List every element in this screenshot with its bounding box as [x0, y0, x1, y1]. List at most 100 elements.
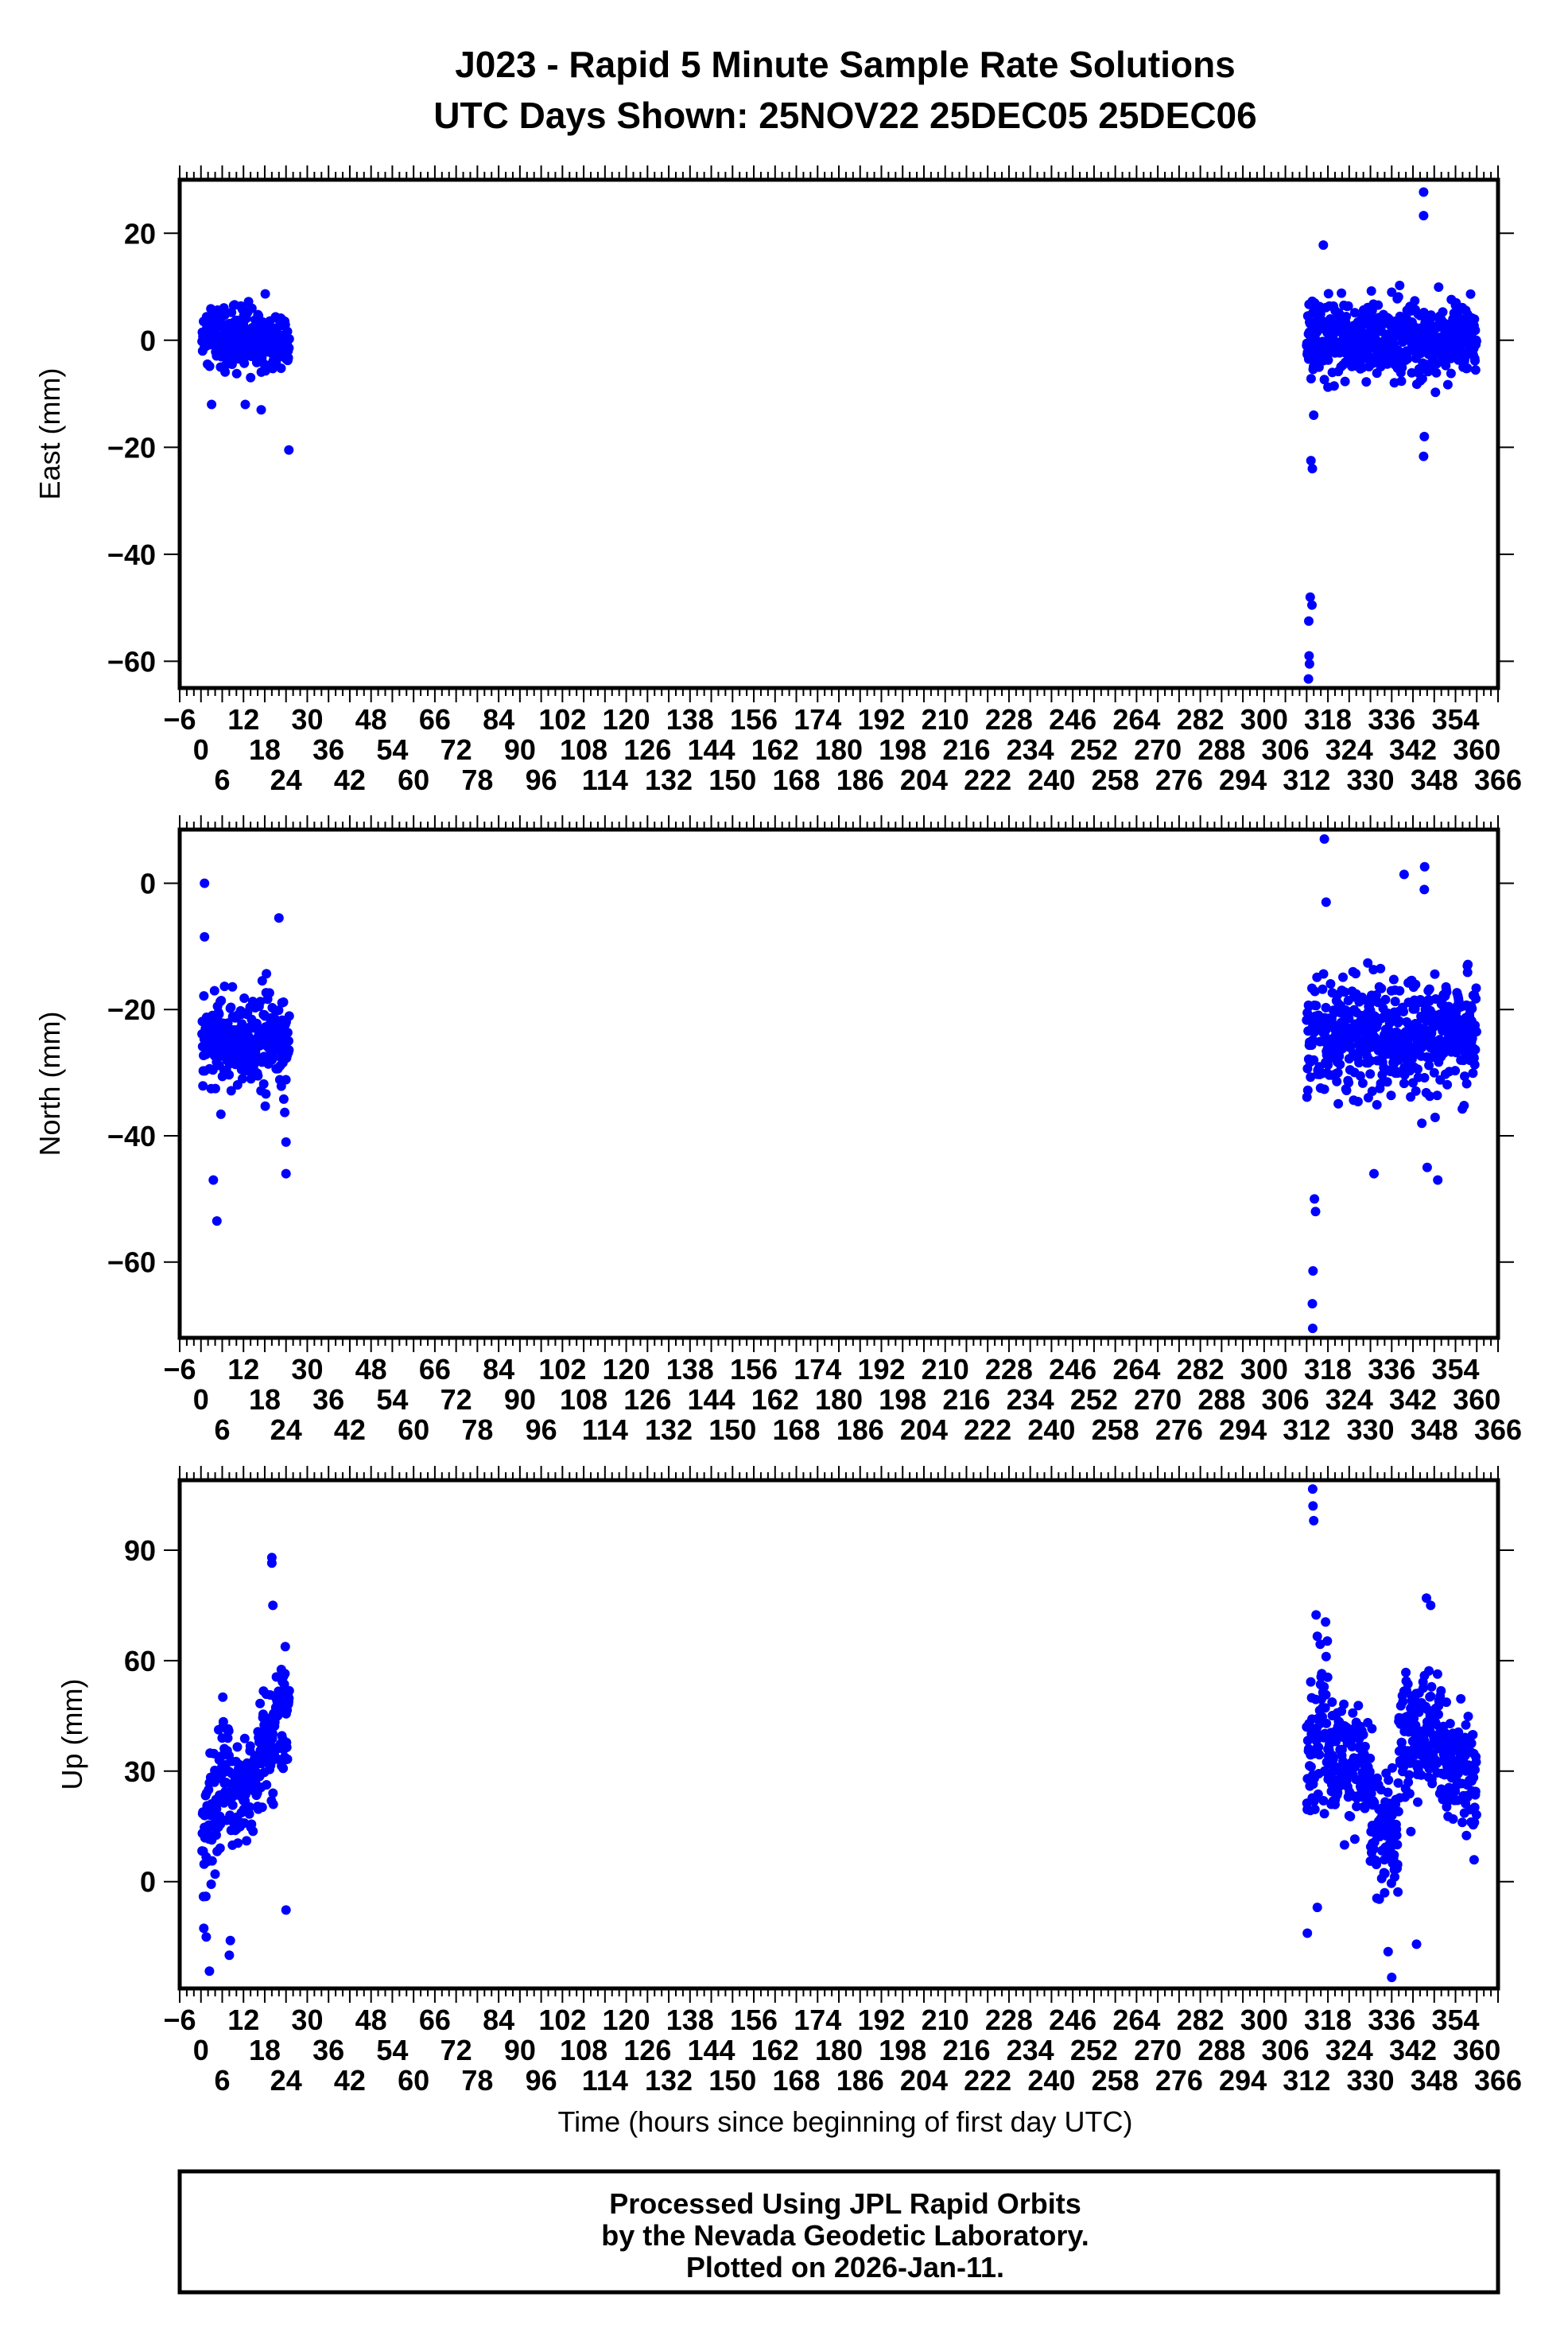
data-point: [1434, 1709, 1443, 1720]
data-point: [1322, 1636, 1333, 1646]
data-point: [253, 1071, 263, 1081]
data-point: [280, 1107, 290, 1118]
data-point: [1459, 1101, 1469, 1110]
x-tick-label: 354: [1431, 703, 1479, 736]
x-tick-label: 42: [334, 764, 366, 796]
data-point: [1430, 1112, 1440, 1122]
data-point: [261, 1089, 271, 1099]
data-point: [1338, 972, 1348, 982]
data-point-outlier: [240, 399, 250, 410]
data-point-outlier: [225, 1935, 235, 1945]
x-tick-label: 96: [526, 1413, 557, 1446]
data-point: [1426, 1691, 1436, 1701]
data-point: [209, 985, 219, 996]
data-point: [1456, 1020, 1466, 1031]
data-point: [239, 993, 250, 1003]
data-point: [1462, 363, 1473, 373]
data-point: [1432, 1090, 1442, 1101]
data-point-outlier: [1305, 592, 1315, 602]
x-tick-label: 78: [461, 2064, 493, 2097]
x-tick-label: 210: [922, 2004, 969, 2036]
data-point: [1318, 1796, 1329, 1806]
data-point: [1373, 300, 1384, 310]
data-point: [1380, 1868, 1390, 1879]
data-point: [248, 1826, 258, 1837]
data-point: [1401, 1667, 1411, 1677]
x-tick-label: 312: [1283, 2064, 1330, 2097]
data-point: [273, 1711, 283, 1720]
x-tick-label: 324: [1325, 1383, 1373, 1416]
data-point: [1312, 1631, 1322, 1642]
x-tick-label: 24: [270, 764, 302, 796]
data-point: [268, 1788, 278, 1798]
data-point: [1388, 974, 1399, 985]
data-point: [268, 1728, 278, 1739]
data-point: [1468, 1068, 1478, 1079]
data-point: [282, 1028, 293, 1038]
x-tick-label: 162: [751, 1383, 799, 1416]
x-tick-label: 252: [1070, 733, 1118, 766]
data-point: [1382, 1077, 1392, 1087]
data-point: [1351, 1774, 1361, 1785]
data-point: [1419, 1683, 1428, 1693]
data-point: [1366, 286, 1376, 296]
x-tick-label: 60: [398, 2064, 429, 2097]
x-tick-label: 120: [603, 2004, 650, 2036]
data-point: [280, 1669, 290, 1679]
data-point: [1395, 985, 1405, 996]
y-tick-label: 90: [124, 1534, 156, 1567]
x-tick-label: 180: [815, 1383, 863, 1416]
x-tick-label: 234: [1007, 2034, 1054, 2066]
data-point: [255, 1698, 266, 1708]
x-tick-label: 96: [526, 764, 557, 796]
plot-frame: [177, 827, 1500, 1340]
data-point: [1319, 375, 1329, 385]
data-point: [1469, 1855, 1479, 1865]
data-point-outlier: [1310, 1194, 1320, 1204]
x-tick-label: 228: [985, 2004, 1033, 2036]
data-point: [1393, 1887, 1403, 1897]
data-point: [206, 1879, 216, 1889]
data-point: [233, 1838, 243, 1848]
data-point: [1314, 1750, 1325, 1760]
x-tick-label: 192: [857, 703, 905, 736]
data-point: [1463, 1712, 1473, 1721]
data-point: [1314, 1742, 1324, 1752]
x-tick-label: 30: [291, 2004, 323, 2036]
data-point-outlier: [284, 445, 294, 455]
x-tick-label: 144: [688, 733, 735, 766]
x-tick-label: 66: [419, 1353, 451, 1386]
data-point: [1353, 1097, 1363, 1106]
data-point: [1469, 1772, 1479, 1782]
data-point: [278, 997, 289, 1007]
x-tick-label: 222: [964, 1413, 1011, 1446]
data-point: [1397, 363, 1407, 373]
data-point: [1319, 1084, 1329, 1094]
data-point: [1462, 967, 1473, 978]
data-point: [1411, 979, 1421, 989]
data-point: [1363, 958, 1373, 968]
data-point-outlier: [1310, 1207, 1321, 1217]
data-point: [1391, 1830, 1402, 1841]
x-tick-label: 222: [964, 2064, 1011, 2097]
x-tick-label: 186: [836, 1413, 884, 1446]
x-tick-label: 312: [1283, 1413, 1330, 1446]
x-tick-label: 348: [1411, 2064, 1458, 2097]
data-point: [284, 334, 294, 344]
data-point: [1411, 1086, 1421, 1096]
x-tick-label: 114: [582, 764, 628, 796]
data-point: [1358, 1729, 1368, 1739]
x-tick-label: 66: [419, 703, 451, 736]
data-point-outlier: [208, 1175, 219, 1185]
data-point-outlier: [281, 1168, 291, 1179]
data-point-outlier: [268, 1600, 278, 1611]
data-point-outlier: [1422, 1593, 1431, 1603]
data-point: [1390, 1872, 1399, 1882]
x-tick-label: 162: [751, 2034, 799, 2066]
x-tick-label: 138: [666, 703, 714, 736]
x-tick-label: 102: [538, 2004, 586, 2036]
x-tick-label: 252: [1070, 2034, 1118, 2066]
data-point: [1384, 1775, 1394, 1785]
data-point-outlier: [1387, 1973, 1397, 1983]
